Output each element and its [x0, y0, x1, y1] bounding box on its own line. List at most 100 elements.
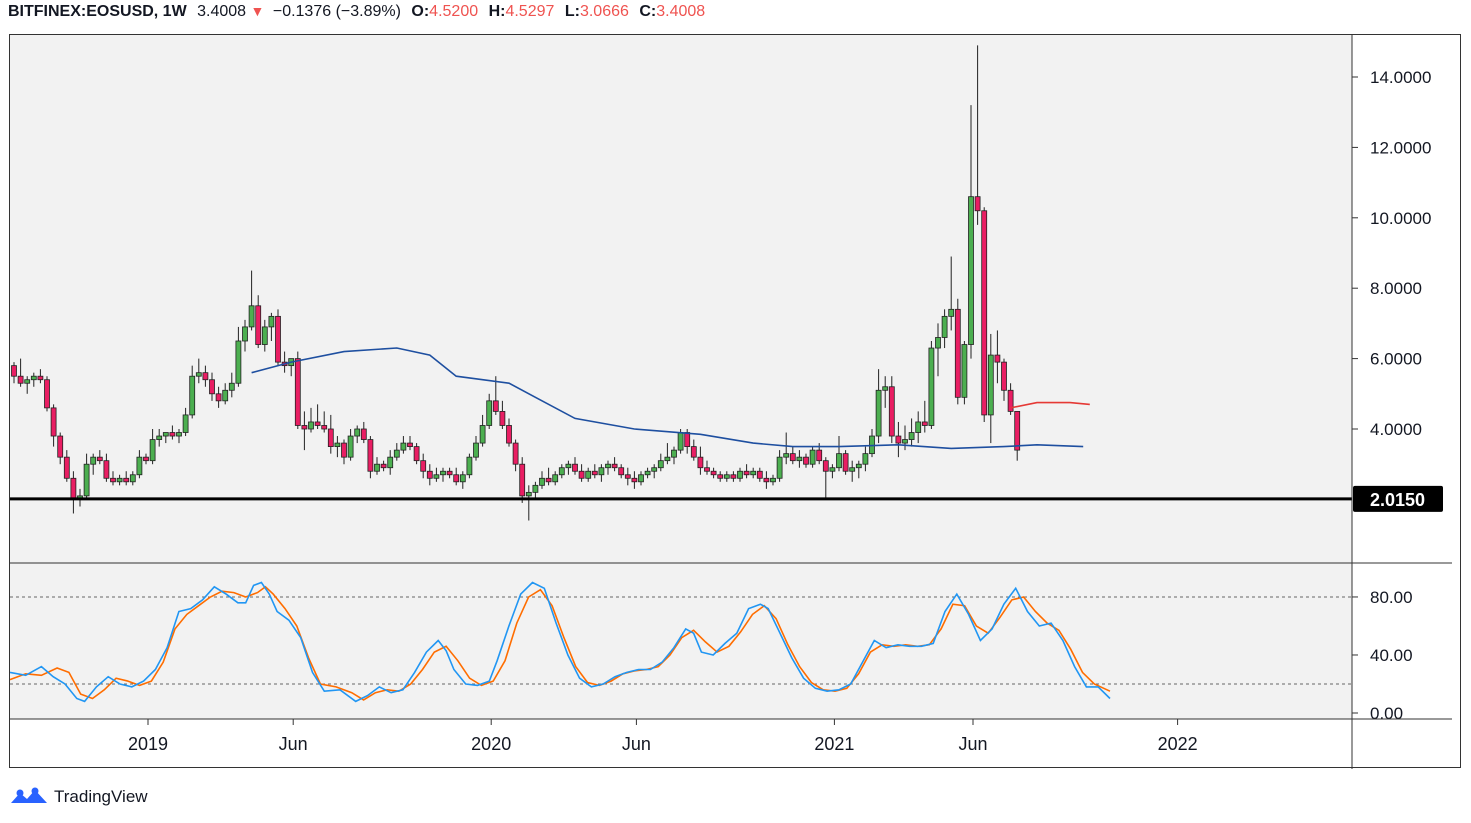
- candle-body: [730, 474, 737, 479]
- candle-body: [110, 477, 116, 483]
- high-value: 4.5297: [505, 3, 555, 20]
- candle-body: [895, 435, 902, 444]
- candle-body: [532, 484, 539, 493]
- candle-body: [908, 432, 915, 440]
- open-label: O:: [411, 3, 430, 20]
- candle-body: [176, 432, 182, 437]
- candle-body: [829, 467, 836, 472]
- footer: TradingView: [10, 785, 148, 809]
- candle-body: [255, 305, 262, 345]
- candle-body: [664, 456, 671, 462]
- candle-body: [935, 337, 941, 349]
- candle-body: [347, 435, 354, 458]
- candle-body: [552, 474, 559, 483]
- candle-body: [294, 358, 301, 426]
- candle-body: [849, 467, 856, 472]
- candle-body: [83, 463, 90, 497]
- candle-body: [420, 460, 427, 472]
- chart-canvas[interactable]: 14.000012.000010.00008.00006.00004.0000 …: [10, 35, 1462, 769]
- candle-body: [565, 463, 572, 469]
- candle-body: [723, 474, 730, 479]
- candle-body: [248, 305, 255, 328]
- candle-body: [268, 315, 275, 328]
- candle-body: [987, 354, 994, 416]
- candle-body: [928, 347, 935, 426]
- candle-body: [578, 470, 585, 479]
- candle-body: [836, 453, 842, 469]
- price-axis[interactable]: 14.0000 12.0000 10.0000 8.0000 6.0000 4.0000: [1352, 68, 1431, 439]
- moving-average-red-line: [1010, 401, 1090, 409]
- price-tick-label: 4.0000: [1370, 420, 1422, 439]
- candle-body: [525, 491, 532, 497]
- candle-body: [539, 477, 545, 486]
- candle-body: [143, 456, 149, 462]
- candle-body: [327, 428, 334, 448]
- candle-body: [380, 463, 387, 469]
- candle-body: [506, 425, 512, 444]
- candle-body: [215, 393, 222, 402]
- time-tick-label: Jun: [958, 734, 987, 754]
- candle-body: [684, 432, 691, 447]
- candle-body: [17, 375, 24, 384]
- candle-body: [677, 432, 684, 451]
- candle-body: [44, 379, 50, 409]
- candle-body: [413, 446, 420, 462]
- candle-body: [162, 432, 169, 437]
- time-axis[interactable]: 2019 Jun 2020 Jun 2021 Jun 2022: [128, 719, 1198, 754]
- stoch-axis[interactable]: 80.00 40.00 0.00: [1352, 588, 1413, 723]
- candle-body: [591, 470, 598, 476]
- candle-body: [209, 379, 215, 395]
- candle-body: [809, 449, 816, 465]
- candle-body: [314, 421, 321, 426]
- price-change: −0.1376 (−3.89%): [272, 3, 401, 20]
- candle-body: [492, 400, 499, 412]
- time-tick-label: 2019: [128, 734, 168, 754]
- price-tick-label: 14.0000: [1370, 68, 1431, 87]
- candle-body: [598, 467, 605, 476]
- last-price: 3.4008: [197, 3, 247, 20]
- candle-body: [63, 456, 70, 479]
- candle-body: [70, 477, 77, 500]
- candle-body: [433, 474, 440, 479]
- candle-body: [261, 326, 268, 345]
- chart-frame[interactable]: 14.0000 12.0000 10.0000 8.0000 6.0000 4.0000 …: [9, 34, 1462, 769]
- stoch-tick-label: 0.00: [1370, 704, 1403, 723]
- candle-body: [90, 456, 97, 465]
- candle-body: [968, 196, 974, 345]
- price-tick-label: 12.0000: [1370, 138, 1431, 157]
- candle-body: [1001, 361, 1007, 391]
- open-value: 4.5200: [429, 3, 479, 20]
- candle-body: [466, 456, 473, 476]
- candle-body: [334, 442, 341, 447]
- high-label: H:: [488, 3, 506, 20]
- support-line-group[interactable]: 2.0150: [10, 485, 1443, 512]
- candle-body: [235, 340, 242, 384]
- tradingview-brand[interactable]: TradingView: [54, 787, 148, 806]
- stoch-tick-label: 40.00: [1370, 646, 1413, 665]
- candle-body: [644, 470, 651, 476]
- candle-body: [129, 474, 136, 483]
- candle-body: [360, 428, 367, 440]
- candle-body: [116, 477, 123, 483]
- candle-body: [585, 470, 592, 479]
- candle-body: [426, 470, 433, 479]
- stoch-tick-label: 80.00: [1370, 588, 1413, 607]
- candle-body: [902, 439, 908, 444]
- candle-body: [341, 442, 347, 458]
- candle-body: [96, 456, 103, 462]
- symbol-label[interactable]: BITFINEX:EOSUSD, 1W: [8, 3, 187, 20]
- tradingview-logo-icon[interactable]: [10, 787, 48, 807]
- candle-body: [888, 386, 895, 437]
- candle-body: [624, 474, 631, 479]
- candle-body: [697, 456, 704, 469]
- candle-body: [182, 414, 189, 433]
- chart-header: BITFINEX:EOSUSD, 1W 3.4008 ▼ −0.1376 (−3…: [8, 3, 705, 25]
- candle-body: [558, 467, 565, 476]
- candle-body: [737, 470, 743, 479]
- moving-average-blue-line: [251, 347, 1084, 450]
- candle-body: [387, 456, 394, 469]
- candle-body: [572, 463, 578, 472]
- close-label: C:: [639, 3, 657, 20]
- time-tick-label: Jun: [622, 734, 651, 754]
- candle-body: [941, 315, 948, 338]
